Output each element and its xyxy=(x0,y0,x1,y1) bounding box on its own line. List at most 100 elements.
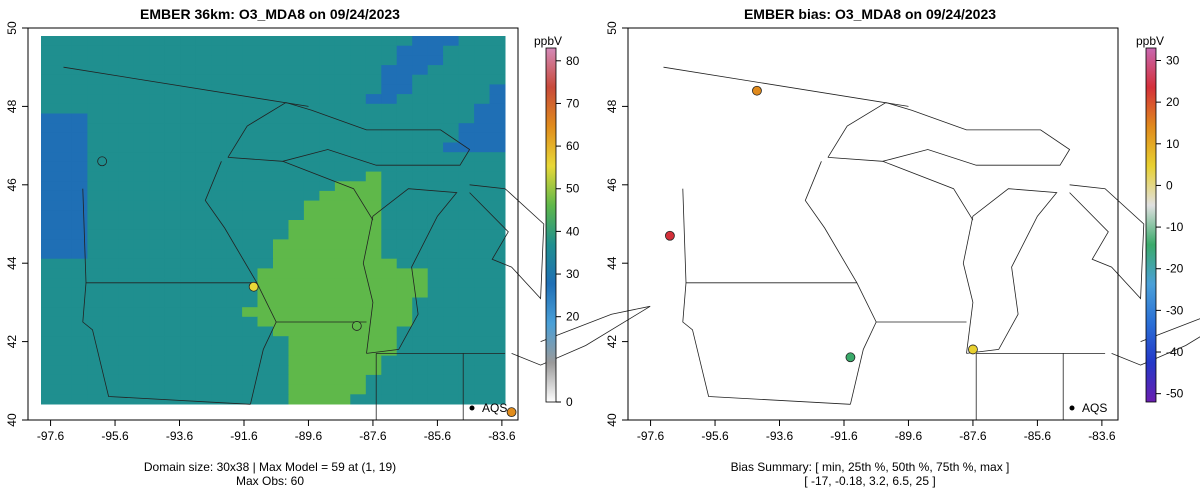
model-grid-cell xyxy=(396,365,413,376)
model-grid-cell xyxy=(365,394,382,405)
model-grid-cell xyxy=(319,94,336,105)
model-grid-cell xyxy=(396,132,413,143)
model-grid-cell xyxy=(489,152,506,163)
model-grid-cell xyxy=(427,307,444,318)
model-grid-cell xyxy=(474,94,491,105)
model-grid-cell xyxy=(71,36,88,47)
model-grid-cell xyxy=(350,394,367,405)
model-grid-cell xyxy=(427,268,444,279)
model-x-tick-label: -97.6 xyxy=(37,429,65,443)
model-grid-cell xyxy=(195,103,212,114)
model-grid-cell xyxy=(412,94,429,105)
model-grid-cell xyxy=(242,220,259,231)
model-grid-cell xyxy=(303,152,320,163)
model-grid-cell xyxy=(489,161,506,173)
model-grid-cell xyxy=(412,210,429,221)
model-grid-cell xyxy=(319,210,336,221)
model-grid-cell xyxy=(102,123,119,134)
model-grid-cell xyxy=(365,345,382,357)
model-grid-cell xyxy=(273,249,289,260)
model-grid-cell xyxy=(87,316,104,327)
model-grid-cell xyxy=(334,161,351,173)
model-grid-cell xyxy=(102,200,119,211)
model-grid-cell xyxy=(242,345,259,357)
model-grid-cell xyxy=(427,36,444,47)
model-grid-cell xyxy=(288,36,305,47)
model-grid-cell xyxy=(71,355,88,366)
model-grid-cell xyxy=(427,181,444,192)
model-grid-cell xyxy=(164,384,181,395)
model-grid-cell xyxy=(257,326,274,337)
bias-colorbar-tick-label: -20 xyxy=(1166,262,1184,276)
model-grid-cell xyxy=(427,142,444,153)
model-grid-cell xyxy=(350,287,367,298)
model-grid-cell xyxy=(87,45,104,56)
model-grid-cell xyxy=(412,74,429,85)
model-grid-cell xyxy=(102,374,119,386)
model-grid-cell xyxy=(41,307,57,318)
model-grid-cell xyxy=(180,45,197,56)
model-grid-cell xyxy=(195,287,212,298)
model-grid-cell xyxy=(365,36,382,47)
model-grid-cell xyxy=(489,210,506,221)
model-grid-cell xyxy=(180,258,197,269)
model-grid-cell xyxy=(242,307,259,318)
model-grid-cell xyxy=(180,365,197,376)
model-grid-cell xyxy=(87,190,104,202)
model-grid-cell xyxy=(164,94,181,105)
model-grid-cell xyxy=(427,132,444,143)
model-grid-cell xyxy=(180,152,197,163)
model-grid-cell xyxy=(180,297,197,308)
bias-colorbar-tick-label: 30 xyxy=(1166,53,1180,67)
model-grid-cell xyxy=(443,94,460,105)
model-grid-cell xyxy=(489,394,506,405)
model-grid-cell xyxy=(149,345,166,357)
model-grid-cell xyxy=(458,55,475,66)
model-grid-cell xyxy=(319,394,336,405)
model-grid-cell xyxy=(149,316,166,327)
model-grid-cell xyxy=(102,316,119,327)
model-grid-cell xyxy=(427,297,444,308)
model-grid-cell xyxy=(365,307,382,318)
model-grid-cell xyxy=(427,74,444,85)
model-grid-cell xyxy=(427,355,444,366)
model-grid-cell xyxy=(381,181,398,192)
model-grid-cell xyxy=(164,65,181,76)
model-grid-cell xyxy=(443,307,460,318)
model-grid-cell xyxy=(273,229,289,240)
model-grid-cell xyxy=(118,345,135,357)
model-grid-cell xyxy=(303,384,320,395)
model-grid-cell xyxy=(102,55,119,66)
model-grid-cell xyxy=(102,65,119,76)
model-grid-cell xyxy=(288,200,305,211)
model-grid-cell xyxy=(303,258,320,269)
model-grid-cell xyxy=(41,171,57,182)
model-grid-cell xyxy=(381,229,398,240)
model-grid-cell xyxy=(133,103,150,114)
model-grid-cell xyxy=(474,74,491,85)
model-grid-cell xyxy=(164,268,181,279)
model-grid-cell xyxy=(102,307,119,318)
model-grid-cell xyxy=(133,374,150,386)
model-grid-cell xyxy=(319,297,336,308)
model-grid-cell xyxy=(489,287,506,298)
model-grid-cell xyxy=(334,94,351,105)
model-grid-cell xyxy=(365,336,382,347)
model-grid-cell xyxy=(118,103,135,114)
model-grid-cell xyxy=(102,45,119,56)
model-grid-cell xyxy=(396,65,413,76)
model-grid-cell xyxy=(87,297,104,308)
model-x-tick-label: -87.6 xyxy=(359,429,387,443)
model-grid-cell xyxy=(133,200,150,211)
model-grid-cell xyxy=(257,345,274,357)
model-grid-cell xyxy=(319,45,336,56)
model-grid-cell xyxy=(133,268,150,279)
model-grid-cell xyxy=(288,345,305,357)
model-y-tick-label: 48 xyxy=(5,99,19,113)
model-state-boundary xyxy=(204,161,367,323)
model-grid-cell xyxy=(118,181,135,192)
model-state-boundary xyxy=(282,160,374,221)
model-grid-cell xyxy=(118,94,135,105)
bias-colorbar-tick-label: 10 xyxy=(1166,137,1180,151)
bias-aqs-legend-label: AQS xyxy=(1082,401,1107,415)
